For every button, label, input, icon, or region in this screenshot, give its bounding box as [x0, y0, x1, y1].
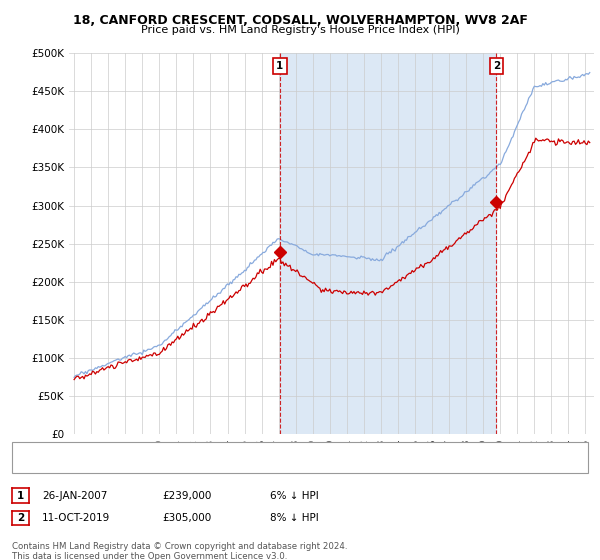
Text: 2: 2 [17, 513, 24, 523]
Text: ——: —— [24, 460, 39, 473]
Text: 18, CANFORD CRESCENT, CODSALL, WOLVERHAMPTON, WV8 2AF (detached house): 18, CANFORD CRESCENT, CODSALL, WOLVERHAM… [63, 446, 473, 456]
Text: Price paid vs. HM Land Registry's House Price Index (HPI): Price paid vs. HM Land Registry's House … [140, 25, 460, 35]
Text: 26-JAN-2007: 26-JAN-2007 [42, 491, 107, 501]
Text: £239,000: £239,000 [162, 491, 211, 501]
Text: 1: 1 [17, 491, 24, 501]
Text: 11-OCT-2019: 11-OCT-2019 [42, 513, 110, 523]
Text: £305,000: £305,000 [162, 513, 211, 523]
Text: 18, CANFORD CRESCENT, CODSALL, WOLVERHAMPTON, WV8 2AF: 18, CANFORD CRESCENT, CODSALL, WOLVERHAM… [73, 14, 527, 27]
Text: This data is licensed under the Open Government Licence v3.0.: This data is licensed under the Open Gov… [12, 552, 287, 560]
Text: 2: 2 [493, 61, 500, 71]
Text: HPI: Average price, detached house, South Staffordshire: HPI: Average price, detached house, Sout… [63, 461, 338, 472]
Text: 1: 1 [276, 61, 283, 71]
Text: 6% ↓ HPI: 6% ↓ HPI [270, 491, 319, 501]
Text: 8% ↓ HPI: 8% ↓ HPI [270, 513, 319, 523]
Bar [280, 53, 496, 434]
Text: Contains HM Land Registry data © Crown copyright and database right 2024.: Contains HM Land Registry data © Crown c… [12, 542, 347, 551]
Text: ——: —— [24, 445, 39, 458]
